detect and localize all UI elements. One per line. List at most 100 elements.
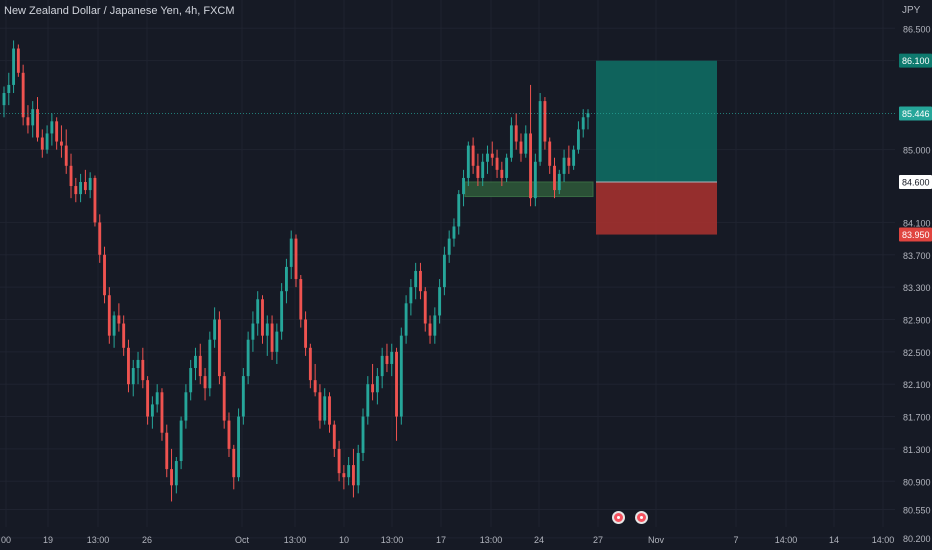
candle-body[interactable] [433, 315, 437, 336]
candle-body[interactable] [189, 368, 193, 393]
candle-body[interactable] [232, 448, 236, 478]
candle-body[interactable] [385, 355, 389, 364]
candle-body[interactable] [7, 84, 11, 94]
candle-body[interactable] [538, 101, 542, 162]
candle-body[interactable] [471, 145, 475, 166]
candle-body[interactable] [112, 315, 116, 336]
candle-body[interactable] [16, 48, 20, 73]
candle-body[interactable] [69, 165, 73, 187]
candle-body[interactable] [237, 416, 240, 478]
candle-body[interactable] [284, 266, 288, 292]
price-axis[interactable]: 86.500 85.000 84.100 83.700 83.300 82.900 82.5… [899, 24, 932, 544]
candle-body[interactable] [222, 376, 226, 421]
candle-body[interactable] [270, 323, 274, 352]
candle-body[interactable] [107, 295, 111, 336]
candle-body[interactable] [304, 319, 308, 348]
candle-body[interactable] [45, 133, 49, 150]
candle-body[interactable] [150, 404, 154, 417]
candle-body[interactable] [332, 424, 336, 449]
candle-body[interactable] [452, 226, 456, 239]
candle-body[interactable] [60, 141, 63, 146]
candle-body[interactable] [203, 376, 207, 389]
candle-body[interactable] [428, 323, 432, 336]
candle-body[interactable] [74, 186, 78, 195]
candle-body[interactable] [586, 113, 590, 118]
candle-body[interactable] [404, 303, 408, 336]
candle-body[interactable] [505, 157, 509, 178]
candle-body[interactable] [567, 157, 571, 166]
candle-body[interactable] [375, 376, 379, 393]
candle-body[interactable] [409, 287, 413, 304]
candle-body[interactable] [457, 194, 461, 227]
candle-body[interactable] [26, 117, 30, 126]
candle-body[interactable] [275, 331, 279, 352]
candle-body[interactable] [495, 157, 499, 170]
candle-body[interactable] [466, 145, 470, 178]
candle-body[interactable] [557, 173, 561, 191]
candle-body[interactable] [64, 145, 68, 166]
support-zone-rectangle[interactable] [464, 181, 594, 198]
candle-body[interactable] [122, 323, 126, 348]
candle-body[interactable] [174, 461, 178, 486]
candle-body[interactable] [194, 355, 197, 369]
candle-body[interactable] [486, 153, 489, 162]
candle-body[interactable] [490, 153, 494, 158]
candle-body[interactable] [500, 169, 504, 178]
candle-body[interactable] [438, 287, 442, 316]
candle-series[interactable] [2, 40, 590, 502]
candle-body[interactable] [562, 157, 566, 174]
candle-body[interactable] [213, 319, 217, 340]
candle-body[interactable] [328, 396, 331, 425]
candle-body[interactable] [289, 238, 293, 267]
candle-body[interactable] [184, 392, 188, 421]
symbol-title[interactable]: New Zealand Dollar / Japanese Yen, 4h, F… [4, 5, 235, 17]
candle-body[interactable] [208, 339, 212, 389]
candle-body[interactable] [117, 315, 121, 324]
candle-body[interactable] [217, 319, 221, 377]
candle-body[interactable] [93, 177, 97, 223]
candle-body[interactable] [160, 392, 164, 433]
candle-body[interactable] [131, 368, 135, 385]
candle-body[interactable] [50, 121, 54, 134]
candle-body[interactable] [36, 109, 39, 138]
candle-body[interactable] [476, 165, 480, 178]
candle-body[interactable] [251, 323, 255, 340]
candle-body[interactable] [419, 270, 422, 292]
candle-body[interactable] [265, 323, 269, 336]
candle-body[interactable] [447, 238, 451, 255]
candle-body[interactable] [462, 177, 465, 195]
candle-body[interactable] [198, 355, 202, 377]
candle-body[interactable] [519, 141, 523, 154]
candle-body[interactable] [155, 392, 159, 405]
stop-loss-zone[interactable] [596, 181, 717, 235]
candle-body[interactable] [414, 270, 418, 288]
candle-body[interactable] [533, 161, 537, 199]
time-axis[interactable]: 00 19 13:00 26 Oct 13:00 10 13:00 17 13:00 24 27 Nov… [1, 535, 894, 545]
candle-body[interactable] [227, 420, 231, 449]
candle-body[interactable] [380, 355, 384, 377]
candle-body[interactable] [299, 279, 303, 320]
candle-body[interactable] [127, 347, 130, 385]
candle-body[interactable] [98, 222, 102, 255]
candle-body[interactable] [146, 380, 150, 417]
candle-body[interactable] [342, 473, 346, 478]
candle-body[interactable] [103, 254, 106, 296]
candle-body[interactable] [352, 465, 355, 486]
candle-body[interactable] [553, 165, 556, 191]
candle-body[interactable] [509, 125, 513, 158]
candle-body[interactable] [356, 452, 360, 486]
candle-body[interactable] [12, 48, 16, 85]
candle-body[interactable] [318, 392, 322, 421]
candle-body[interactable] [31, 109, 35, 126]
candle-body[interactable] [308, 347, 312, 381]
candle-body[interactable] [256, 299, 260, 324]
candle-body[interactable] [576, 129, 580, 150]
candle-body[interactable] [136, 359, 140, 369]
candle-body[interactable] [246, 339, 250, 377]
candle-body[interactable] [361, 416, 365, 453]
candle-body[interactable] [390, 351, 394, 364]
candle-body[interactable] [21, 72, 25, 118]
candle-body[interactable] [294, 238, 298, 280]
candle-body[interactable] [241, 376, 245, 417]
